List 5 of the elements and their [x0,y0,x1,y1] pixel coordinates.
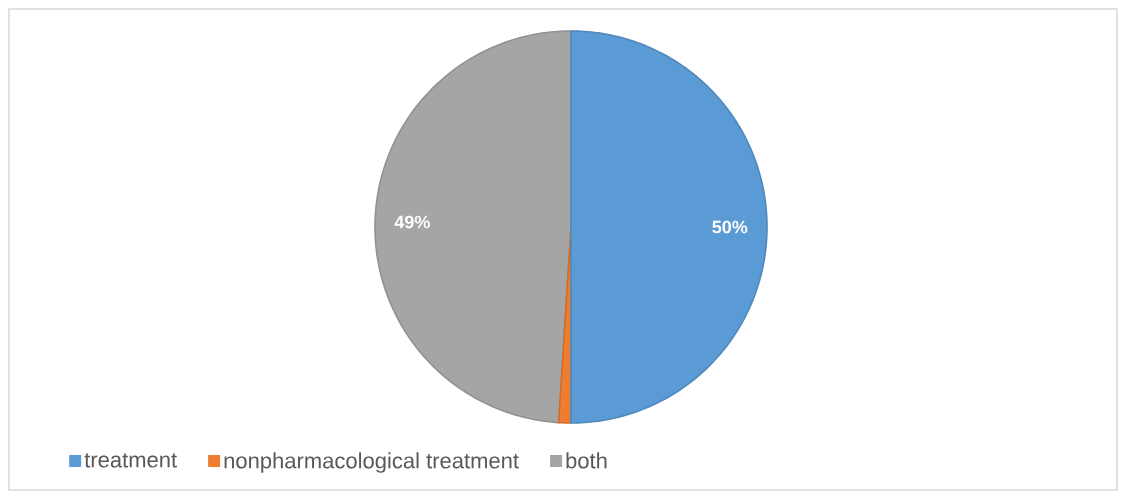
legend-label: both [566,452,607,469]
legend-label: treatment [84,453,177,468]
legend-label: nonpharmacological treatment [224,452,519,473]
data-label: 50% [712,220,748,234]
data-label: 49% [394,215,430,229]
